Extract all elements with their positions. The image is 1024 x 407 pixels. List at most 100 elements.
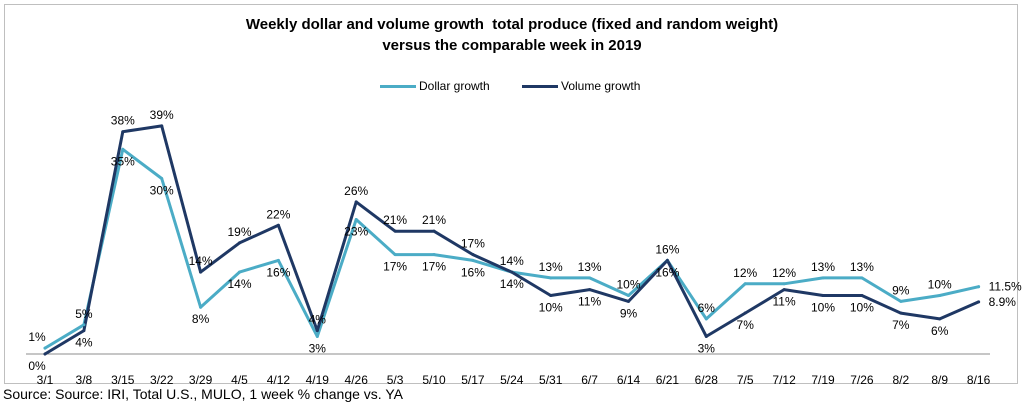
chart-legend: Dollar growth Volume growth xyxy=(0,78,1024,96)
data-label-volume: 21% xyxy=(383,213,407,227)
data-label-volume: 8.9% xyxy=(989,295,1017,309)
chart-frame xyxy=(4,4,1018,384)
data-label-dollar: 35% xyxy=(111,154,135,168)
data-point-dollar xyxy=(977,285,981,289)
data-label-volume: 3% xyxy=(698,341,716,355)
data-label-volume: 10% xyxy=(539,301,563,315)
data-point-dollar xyxy=(238,270,241,274)
data-point-volume xyxy=(43,352,47,356)
x-tick-label: 3/1 xyxy=(37,373,54,387)
data-label-volume: 0% xyxy=(28,359,46,373)
data-point-volume xyxy=(315,329,319,333)
data-point-volume xyxy=(588,288,592,292)
data-point-dollar xyxy=(432,253,436,257)
data-point-volume xyxy=(627,299,630,303)
data-point-volume xyxy=(393,229,397,233)
data-label-volume: 17% xyxy=(461,237,485,251)
data-point-dollar xyxy=(276,258,280,262)
data-label-dollar: 13% xyxy=(578,260,602,274)
data-point-volume xyxy=(782,288,786,292)
legend-label-volume-growth: Volume growth xyxy=(561,79,641,93)
data-label-dollar: 17% xyxy=(383,260,407,274)
data-label-volume: 38% xyxy=(111,114,135,128)
data-label-dollar: 1% xyxy=(28,330,46,344)
data-label-volume: 14% xyxy=(189,254,213,268)
data-point-volume xyxy=(899,311,903,315)
x-tick-label: 8/16 xyxy=(967,373,991,387)
data-point-volume xyxy=(160,124,164,128)
data-label-volume: 19% xyxy=(227,225,251,239)
data-point-dollar xyxy=(782,282,786,286)
data-point-volume xyxy=(821,294,825,297)
data-label-dollar: 10% xyxy=(928,278,952,292)
data-point-dollar xyxy=(199,305,203,309)
data-label-dollar: 13% xyxy=(850,260,874,274)
x-tick-label: 3/29 xyxy=(189,373,213,387)
x-tick-label: 8/2 xyxy=(892,373,909,387)
x-tick-label: 6/28 xyxy=(695,373,719,387)
data-point-volume xyxy=(121,130,125,134)
data-label-volume: 6% xyxy=(931,324,949,338)
data-label-volume: 7% xyxy=(737,318,755,332)
data-label-dollar: 14% xyxy=(500,277,524,291)
x-tick-label: 5/10 xyxy=(422,373,446,387)
data-point-dollar xyxy=(743,282,747,286)
data-point-volume xyxy=(238,241,241,245)
data-point-dollar xyxy=(938,294,942,297)
data-label-volume: 26% xyxy=(344,184,368,198)
data-label-dollar: 17% xyxy=(422,260,446,274)
data-point-volume xyxy=(977,300,981,304)
data-label-volume: 11% xyxy=(578,295,601,309)
x-tick-label: 3/22 xyxy=(150,373,174,387)
data-label-dollar: 23% xyxy=(344,224,368,238)
x-tick-label: 3/8 xyxy=(76,373,93,387)
x-tick-label: 6/14 xyxy=(617,373,641,387)
series-line-volume-growth xyxy=(43,124,981,356)
data-point-dollar xyxy=(43,346,47,350)
data-point-volume xyxy=(549,294,553,297)
x-tick-label: 5/31 xyxy=(539,373,563,387)
data-label-volume: 16% xyxy=(655,242,679,256)
data-label-volume: 4% xyxy=(75,336,93,350)
x-tick-label: 3/15 xyxy=(111,373,135,387)
data-point-volume xyxy=(704,334,708,338)
data-label-volume: 11% xyxy=(773,295,796,309)
data-label-dollar: 14% xyxy=(227,277,251,291)
data-label-volume: 39% xyxy=(150,108,174,122)
data-point-volume xyxy=(510,270,514,274)
data-point-dollar xyxy=(160,177,164,180)
data-label-dollar: 16% xyxy=(655,265,679,279)
data-point-volume xyxy=(665,258,669,262)
data-label-volume: 9% xyxy=(620,306,638,320)
data-point-dollar xyxy=(860,276,864,280)
data-label-volume: 10% xyxy=(811,301,835,315)
x-tick-label: 4/19 xyxy=(306,373,330,387)
data-label-dollar: 5% xyxy=(75,307,93,321)
data-point-volume xyxy=(354,200,358,204)
x-tick-label: 5/17 xyxy=(461,373,485,387)
data-point-dollar xyxy=(393,253,397,257)
x-tick-label: 4/5 xyxy=(231,373,248,387)
legend-swatch-volume-growth xyxy=(522,85,558,88)
source-note: Source: Source: IRI, Total U.S., MULO, 1… xyxy=(3,386,403,402)
data-label-volume: 10% xyxy=(850,301,874,315)
data-point-volume xyxy=(471,253,475,257)
x-tick-label: 7/12 xyxy=(772,373,796,387)
data-label-volume: 21% xyxy=(422,213,446,227)
data-label-volume: 4% xyxy=(309,313,327,327)
chart-title-line-1: Weekly dollar and volume growth total pr… xyxy=(245,16,779,33)
data-point-dollar xyxy=(121,147,125,151)
data-point-volume xyxy=(432,229,436,233)
x-tick-label: 6/21 xyxy=(656,373,680,387)
data-point-volume xyxy=(199,270,203,274)
data-label-volume: 7% xyxy=(892,318,910,332)
chart-title-line-2: versus the comparable week in 2019 xyxy=(382,37,642,54)
x-tick-label: 8/9 xyxy=(931,373,948,387)
data-label-dollar: 16% xyxy=(461,265,485,279)
data-label-volume: 14% xyxy=(500,254,524,268)
data-label-dollar: 30% xyxy=(150,184,174,198)
x-tick-label: 6/7 xyxy=(581,373,598,387)
data-point-volume xyxy=(938,317,942,321)
data-label-volume: 22% xyxy=(266,207,290,221)
